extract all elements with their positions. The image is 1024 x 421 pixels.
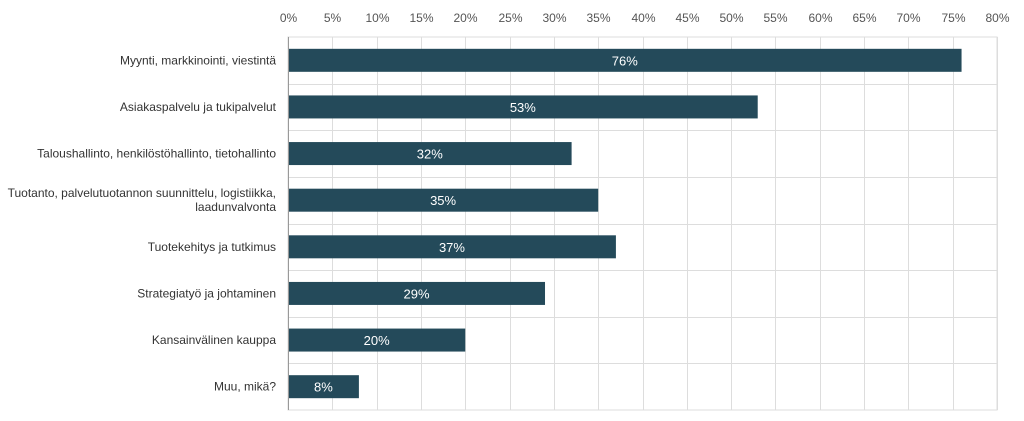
data-label: 53% xyxy=(510,100,536,115)
x-tick-label: 5% xyxy=(324,11,342,25)
category-label: Strategiatyö ja johtaminen xyxy=(137,286,276,300)
x-tick-label: 40% xyxy=(631,11,655,25)
bar xyxy=(288,48,962,72)
data-label: 76% xyxy=(612,53,638,68)
x-tick-label: 30% xyxy=(542,11,566,25)
gridlines xyxy=(287,36,998,411)
x-tick-label: 45% xyxy=(675,11,699,25)
category-labels: Myynti, markkinointi, viestintä Asiakaspa… xyxy=(8,53,277,393)
bar xyxy=(288,281,546,305)
x-axis-ticks: 0% 5% 10% 15% 20% 25% 30% 35% 40% 45% 50% 55% 60% 65%… xyxy=(280,11,1010,25)
bars: 76% 53% 32% 35% 37% 29% 20% 8% xyxy=(288,48,962,399)
category-label: laadunvalvonta xyxy=(195,200,276,214)
x-tick-label: 15% xyxy=(409,11,433,25)
x-tick-label: 70% xyxy=(896,11,920,25)
data-label: 20% xyxy=(364,333,390,348)
category-label: Asiakaspalvelu ja tukipalvelut xyxy=(120,100,277,114)
category-label: Myynti, markkinointi, viestintä xyxy=(120,53,276,67)
x-tick-label: 65% xyxy=(852,11,876,25)
category-label: Kansainvälinen kauppa xyxy=(152,333,276,347)
x-tick-label: 0% xyxy=(280,11,298,25)
data-label: 35% xyxy=(430,193,456,208)
x-tick-label: 80% xyxy=(985,11,1009,25)
plot-area xyxy=(287,36,998,411)
x-tick-label: 75% xyxy=(941,11,965,25)
x-tick-label: 50% xyxy=(719,11,743,25)
x-tick-label: 25% xyxy=(498,11,522,25)
data-label: 32% xyxy=(417,147,443,162)
x-tick-label: 60% xyxy=(808,11,832,25)
category-label: Tuotekehitys ja tutkimus xyxy=(148,240,276,254)
data-label: 37% xyxy=(439,240,465,255)
bar xyxy=(288,375,359,399)
x-tick-label: 20% xyxy=(453,11,477,25)
category-label: Tuotanto, palvelutuotannon suunnittelu, … xyxy=(8,186,276,200)
category-label: Taloushallinto, henkilöstöhallinto, tiet… xyxy=(37,147,276,161)
bar xyxy=(288,95,758,119)
bar xyxy=(288,328,466,352)
category-label: Muu, mikä? xyxy=(214,380,276,394)
bar xyxy=(288,235,616,259)
bar xyxy=(288,188,599,212)
data-label: 8% xyxy=(314,380,333,395)
x-tick-label: 10% xyxy=(365,11,389,25)
x-tick-label: 35% xyxy=(586,11,610,25)
bar xyxy=(288,142,572,166)
data-label: 29% xyxy=(403,286,429,301)
x-tick-label: 55% xyxy=(763,11,787,25)
